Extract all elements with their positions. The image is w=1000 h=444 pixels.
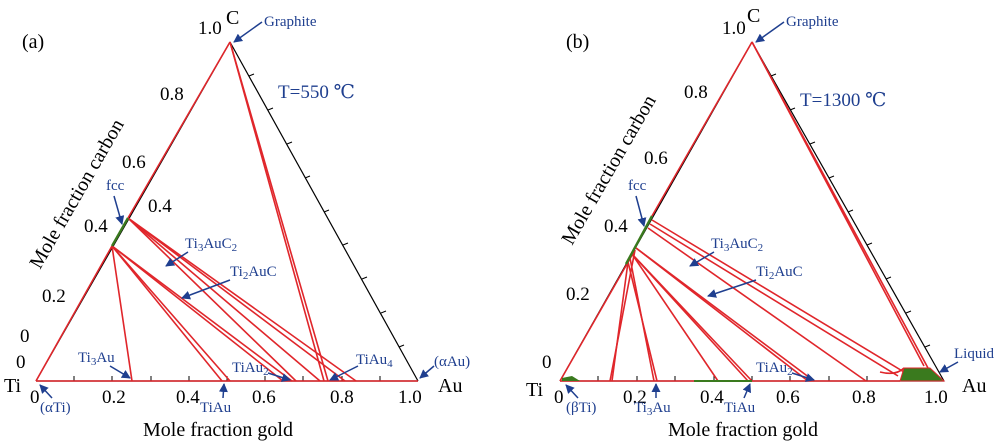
panel-a-ctick-2: 0.4 [84,216,108,237]
panel-a-ctick-3: 0.6 [122,152,146,173]
panel-a-xtick-5: 1.0 [398,387,422,408]
panel-b-xtick-0: 0 [554,387,564,408]
panel-b: (b) [526,5,994,441]
panel-b-label-liquid: Liquid [954,346,994,362]
panel-b-ctick-3: 0.6 [644,148,668,169]
panel-a-ctick-5: 1.0 [198,18,222,39]
panel-a-xtick-0: 0 [30,387,40,408]
panel-b-xtick-2: 0.4 [700,387,724,408]
panel-a-label: (a) [22,31,44,53]
panel-a-ctick-0: 0 [16,352,26,373]
panel-a-fcc-phase [110,217,130,247]
panel-a-x-axis-title: Mole fraction gold [143,419,293,441]
panel-a-label-alpha-au: (αAu) [434,354,470,370]
panel-b-tie-lines [559,41,929,382]
panel-b-ctick-5: 1.0 [722,18,746,39]
panel-b-corner-ti: Ti [526,379,544,401]
panel-a-temperature: T=550 ℃ [278,82,355,103]
panel-b-ctick-2: 0.4 [604,216,628,237]
panel-a-xtick-2: 0.4 [176,387,200,408]
panel-a: (a) [4,7,470,441]
panel-b-label-ti2auc: Ti2AuC [756,264,803,282]
panel-b-xtick-3: 0.6 [776,387,800,408]
panel-b-x-axis-title: Mole fraction gold [668,419,818,441]
panel-a-xtick-3: 0.6 [252,387,276,408]
panel-a-ctick-4: 0.8 [160,84,184,105]
panel-b-ctick-4: 0.8 [684,82,708,103]
panel-b-right-ticks [770,73,931,348]
panel-a-ctick-0b: 0 [20,326,30,347]
panel-a-x-tick-labels: 0 0.2 0.4 0.6 0.8 1.0 [30,387,422,408]
panel-b-label-tiau2: TiAu2 [756,360,793,378]
panel-b-label-beta-ti: (βTi) [566,400,596,416]
panel-a-label-fcc: fcc [106,178,125,194]
panel-b-x-tick-labels: 0 0.2 0.4 0.6 0.8 1.0 [554,387,948,408]
panel-b-label-graphite: Graphite [786,14,839,30]
panel-b-corner-au: Au [962,375,986,397]
panel-b-label-ti3au: Ti3Au [634,400,671,418]
panel-b-beta-ti-region [562,376,580,381]
panel-a-c-tick-labels: 0 0 0.2 0.4 0.4 0.6 0.8 1.0 [16,18,222,373]
panel-a-label-ti3auc2: Ti3AuC2 [185,236,237,254]
panel-a-corner-au: Au [438,375,462,397]
panel-b-label: (b) [566,31,589,53]
panel-a-tie-lines [35,41,418,382]
panel-a-xtick-1: 0.2 [102,387,126,408]
panel-a-label-graphite: Graphite [264,14,317,30]
panel-a-label-tiau2: TiAu2 [232,360,269,378]
panel-b-temperature: T=1300 ℃ [800,90,886,111]
panel-a-right-ticks [248,73,405,348]
panel-a-base-ticks [73,376,381,381]
panel-a-annotations: Graphite fcc Ti3AuC2 Ti2AuC Ti3Au TiAu T… [39,14,470,416]
panel-a-ctick-1: 0.2 [42,286,66,307]
panel-b-ctick-0: 0 [542,352,552,373]
panel-a-label-tiau4: TiAu4 [356,352,393,370]
panel-a-xtick-4: 0.8 [330,387,354,408]
panel-b-liquid-region [899,367,946,382]
panel-a-corner-ti: Ti [4,375,22,397]
panel-b-annotations: Graphite fcc Ti3AuC2 Ti2AuC TiAu2 Ti3Au … [565,14,994,418]
panel-a-label-ti3au: Ti3Au [78,350,115,368]
panel-b-c-tick-labels: 0 0.2 0.4 0.6 0.8 1.0 [542,18,746,373]
panel-a-label-tiau: TiAu [200,400,232,416]
panel-a-ctick-2b: 0.4 [148,196,172,217]
panel-b-label-tiau: TiAu [724,400,756,416]
panel-b-label-fcc: fcc [628,178,647,194]
panel-a-label-alpha-ti: (αTi) [40,400,71,416]
panel-b-label-ti3auc2: Ti3AuC2 [711,236,763,254]
panel-b-xtick-5: 1.0 [924,387,948,408]
panel-b-xtick-1: 0.2 [623,387,647,408]
panel-a-label-ti2auc: Ti2AuC [230,264,277,282]
panel-b-corner-c: C [747,5,760,27]
panel-b-ctick-1: 0.2 [566,284,590,305]
panel-b-fcc-phase [624,215,654,265]
panel-a-corner-c: C [226,7,239,29]
panel-b-xtick-4: 0.8 [852,387,876,408]
